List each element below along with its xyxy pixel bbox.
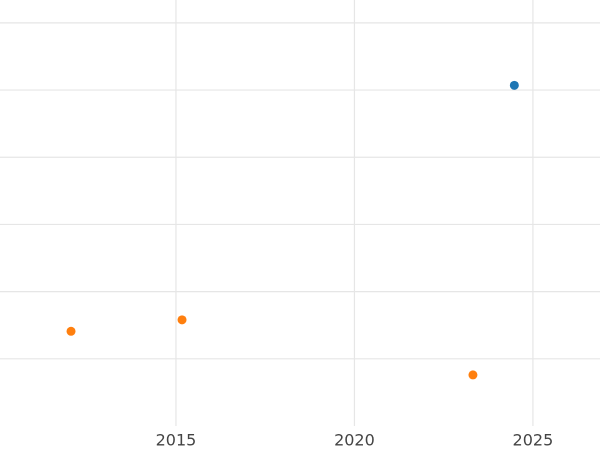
point bbox=[468, 370, 478, 380]
point bbox=[177, 315, 187, 325]
point bbox=[66, 326, 76, 336]
x-tick-label: 2025 bbox=[513, 431, 554, 450]
x-tick-label: 2015 bbox=[156, 431, 197, 450]
x-tick-label: 2020 bbox=[334, 431, 375, 450]
point bbox=[509, 80, 519, 90]
